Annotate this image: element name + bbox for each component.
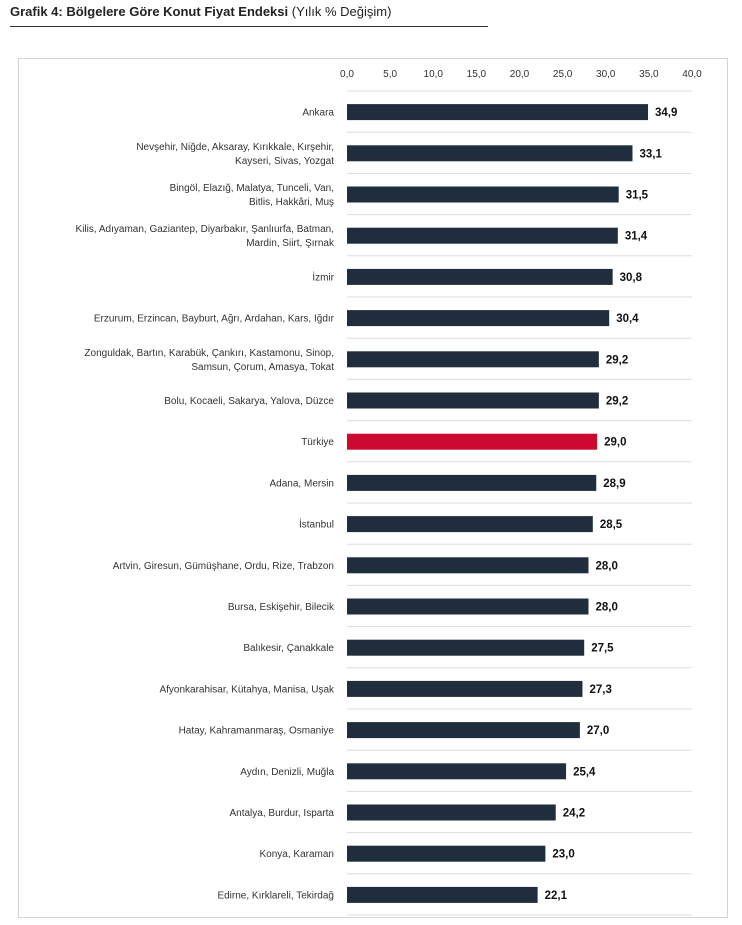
chart-frame <box>18 58 728 918</box>
bar-value-label: 27,5 <box>591 643 614 655</box>
bar-value-label: 27,3 <box>589 684 611 696</box>
x-tick-label: 0,0 <box>340 69 354 80</box>
bar <box>347 598 589 615</box>
bar-value-label: 28,9 <box>603 478 625 490</box>
bar <box>347 804 556 821</box>
bar-value-label: 24,2 <box>563 808 585 820</box>
bar-value-label: 28,0 <box>596 560 618 572</box>
bar <box>347 516 593 533</box>
bar-value-label: 28,0 <box>596 602 618 614</box>
x-tick-label: 20,0 <box>510 69 530 80</box>
bar-value-label: 34,9 <box>655 107 677 119</box>
bar-value-label: 29,0 <box>604 437 626 449</box>
bar <box>347 680 583 697</box>
category-label: İzmir <box>312 270 334 283</box>
category-label: Aydın, Denizli, Muğla <box>240 767 334 778</box>
chart-title-subtitle: (Yılık % Değişim) <box>291 4 392 19</box>
category-label: Adana, Mersin <box>270 478 334 489</box>
bar-highlight <box>347 433 598 450</box>
category-label: Balıkesir, Çanakkale <box>243 643 334 654</box>
bar <box>347 310 610 327</box>
x-tick-label: 30,0 <box>596 69 616 80</box>
chart-title: Grafik 4: Bölgelere Göre Konut Fiyat End… <box>10 4 391 19</box>
category-label: Edirne, Kırklareli, Tekirdağ <box>217 890 334 901</box>
bar-value-label: 23,0 <box>552 849 574 861</box>
bar <box>347 886 538 903</box>
category-label: Afyonkarahisar, Kütahya, Manisa, Uşak <box>159 684 335 695</box>
bar-value-label: 31,5 <box>626 190 649 202</box>
bar <box>347 722 580 739</box>
bar <box>347 763 567 780</box>
bar <box>347 268 613 285</box>
x-tick-label: 40,0 <box>682 69 702 80</box>
bar-value-label: 28,5 <box>600 519 623 531</box>
bar <box>347 227 618 244</box>
bar <box>347 557 589 574</box>
bar <box>347 845 546 862</box>
bar <box>347 145 633 162</box>
x-tick-label: 5,0 <box>383 69 397 80</box>
chart-title-bold: Grafik 4: Bölgelere Göre Konut Fiyat End… <box>10 4 289 19</box>
category-label: Kayseri, Sivas, Yozgat <box>235 156 334 167</box>
category-label: Bolu, Kocaeli, Sakarya, Yalova, Düzce <box>164 396 334 407</box>
category-label: Bursa, Eskişehir, Bilecik <box>228 602 335 613</box>
bar <box>347 104 649 121</box>
bar <box>347 351 599 368</box>
category-label: Kilis, Adıyaman, Gaziantep, Diyarbakır, … <box>76 224 334 235</box>
category-label: Bingöl, Elazığ, Malatya, Tunceli, Van, <box>170 183 334 194</box>
x-tick-label: 10,0 <box>424 69 444 80</box>
bar <box>347 392 599 409</box>
category-label: Bitlis, Hakkâri, Muş <box>249 197 334 208</box>
bar-value-label: 29,2 <box>606 354 628 366</box>
category-label: Ankara <box>302 108 334 119</box>
bar <box>347 639 585 656</box>
bar-value-label: 33,1 <box>639 148 662 160</box>
category-label: Türkiye <box>301 437 334 448</box>
bar-value-label: 30,4 <box>616 313 639 325</box>
x-tick-label: 25,0 <box>553 69 573 80</box>
bar-value-label: 25,4 <box>573 766 596 778</box>
x-tick-label: 35,0 <box>639 69 659 80</box>
bar <box>347 186 619 203</box>
category-label: Zonguldak, Bartın, Karabük, Çankırı, Kas… <box>84 348 334 359</box>
category-label: Nevşehir, Niğde, Aksaray, Kırıkkale, Kır… <box>136 142 334 153</box>
category-label: Artvin, Giresun, Gümüşhane, Ordu, Rize, … <box>113 561 334 572</box>
bar-value-label: 22,1 <box>545 890 568 902</box>
category-label: İstanbul <box>299 518 334 531</box>
category-label: Hatay, Kahramanmaraş, Osmaniye <box>179 726 335 737</box>
category-label: Erzurum, Erzincan, Bayburt, Ağrı, Ardaha… <box>94 314 335 325</box>
bar-value-label: 27,0 <box>587 725 609 737</box>
x-tick-label: 15,0 <box>467 69 487 80</box>
bar-value-label: 30,8 <box>620 272 643 284</box>
category-label: Antalya, Burdur, Isparta <box>229 808 334 819</box>
category-label: Mardin, Siirt, Şırnak <box>246 238 335 249</box>
bar <box>347 474 597 491</box>
title-underline <box>10 26 488 27</box>
category-label: Samsun, Çorum, Amasya, Tokat <box>191 362 334 373</box>
category-label: Konya, Karaman <box>260 849 335 860</box>
bar-value-label: 29,2 <box>606 396 628 408</box>
bar-value-label: 31,4 <box>625 231 648 243</box>
